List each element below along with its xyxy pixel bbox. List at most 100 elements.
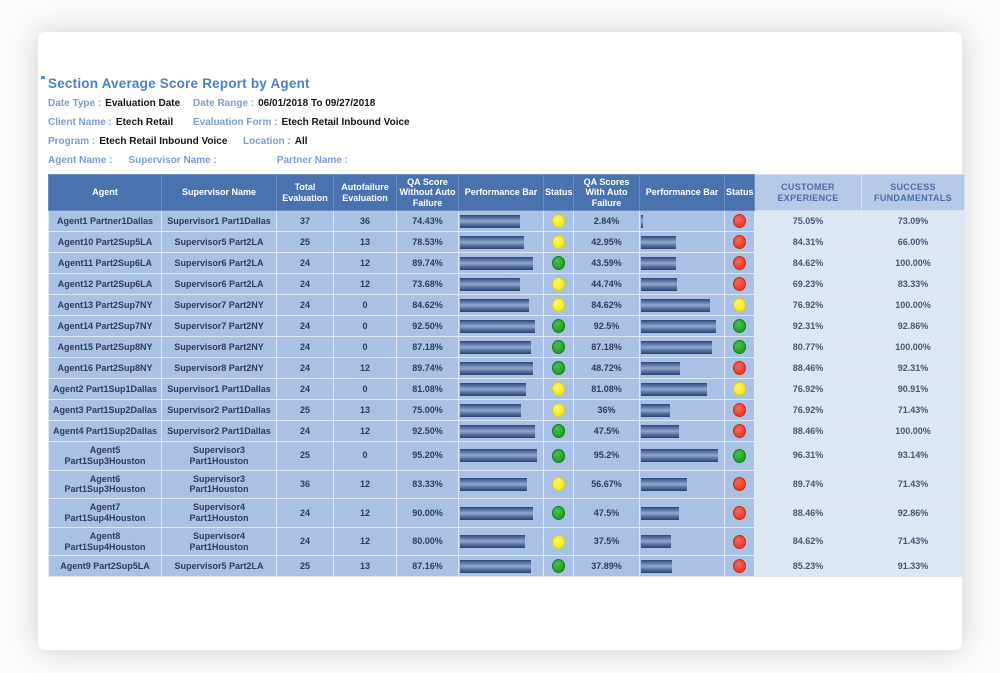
status-light-icon [733, 340, 746, 355]
total-evaluation-cell: 24 [276, 357, 334, 380]
performance-bar-without-cell [458, 498, 544, 528]
table-header-row: Agent Supervisor Name Total Evaluation Auto… [48, 173, 965, 212]
supervisor-cell: Supervisor7 Part2NY [161, 294, 277, 317]
status-with-cell [724, 399, 755, 422]
status-without-cell [543, 555, 574, 578]
qa-score-without-auto-failure-cell: 73.68% [396, 273, 459, 296]
total-evaluation-cell: 24 [276, 420, 334, 443]
performance-bar-without-cell [458, 420, 544, 443]
column-header: Supervisor Name [161, 173, 277, 212]
agent-cell: Agent14 Part2Sup7NY [48, 315, 162, 338]
qa-score-without-auto-failure-cell: 95.20% [396, 441, 459, 471]
column-header: Total Evaluation [276, 173, 334, 212]
autofailure-evaluation-cell: 13 [333, 399, 397, 422]
success-fundamentals-cell: 100.00% [861, 420, 965, 443]
client-name-label: Client Name : [48, 117, 112, 128]
customer-experience-cell: 88.46% [754, 420, 862, 443]
qa-score-without-auto-failure-cell: 87.16% [396, 555, 459, 578]
total-evaluation-cell: 24 [276, 315, 334, 338]
status-light-icon [552, 319, 565, 334]
qa-score-with-auto-failure-cell: 56.67% [573, 469, 640, 500]
customer-experience-cell: 84.31% [754, 231, 862, 254]
status-light-icon [552, 424, 565, 439]
status-light-icon [552, 235, 565, 250]
status-light-icon [733, 319, 746, 334]
performance-bar-without-cell [458, 294, 544, 317]
status-without-cell [543, 357, 574, 380]
performance-bar [460, 403, 521, 417]
performance-bar-with-cell [639, 294, 725, 317]
success-fundamentals-cell: 100.00% [861, 252, 965, 275]
performance-bar [460, 477, 528, 491]
agent-cell: Agent5 Part1Sup3Houston [48, 441, 162, 471]
qa-score-without-auto-failure-cell: 80.00% [396, 526, 459, 557]
agent-cell: Agent4 Part1Sup2Dallas [48, 420, 162, 443]
table-row: Agent5 Part1Sup3Houston Supervisor3 Part… [48, 441, 965, 471]
performance-bar-with-cell [639, 420, 725, 443]
report-card: Section Average Score Report by Agent Da… [38, 32, 965, 650]
filter-row-program: Program : Etech Retail Inbound Voice Loc… [48, 136, 962, 147]
supervisor-cell: Supervisor1 Part1Dallas [161, 210, 277, 233]
performance-bar-with-cell [639, 252, 725, 275]
total-evaluation-cell: 37 [276, 210, 334, 233]
autofailure-evaluation-cell: 12 [333, 526, 397, 557]
performance-bar-without-cell [458, 441, 544, 471]
supervisor-cell: Supervisor4 Part1Houston [161, 498, 277, 528]
status-with-cell [724, 357, 755, 380]
performance-bar [460, 559, 531, 573]
agent-cell: Agent12 Part2Sup6LA [48, 273, 162, 296]
status-light-icon [733, 277, 746, 292]
agent-cell: Agent8 Part1Sup4Houston [48, 526, 162, 557]
qa-score-without-auto-failure-cell: 89.74% [396, 252, 459, 275]
performance-bar [460, 535, 525, 549]
status-light-icon [552, 448, 565, 463]
table-row: Agent14 Part2Sup7NY Supervisor7 Part2NY … [48, 315, 965, 338]
qa-score-with-auto-failure-cell: 87.18% [573, 336, 640, 359]
agent-cell: Agent13 Part2Sup7NY [48, 294, 162, 317]
column-header: SUCCESS FUNDAMENTALS [861, 173, 965, 212]
status-light-icon [733, 235, 746, 250]
success-fundamentals-cell: 100.00% [861, 336, 965, 359]
performance-bar-with-cell [639, 378, 725, 401]
performance-bar-without-cell [458, 378, 544, 401]
supervisor-cell: Supervisor8 Part2NY [161, 336, 277, 359]
performance-bar-with-cell [639, 357, 725, 380]
status-light-icon [733, 298, 746, 313]
table-row: Agent12 Part2Sup6LA Supervisor6 Part2LA … [48, 273, 965, 296]
status-with-cell [724, 526, 755, 557]
performance-bar [641, 449, 719, 463]
qa-score-without-auto-failure-cell: 83.33% [396, 469, 459, 500]
customer-experience-cell: 84.62% [754, 252, 862, 275]
customer-experience-cell: 76.92% [754, 399, 862, 422]
location-label: Location : [243, 136, 291, 147]
status-without-cell [543, 498, 574, 528]
performance-bar [460, 424, 535, 438]
table-row: Agent16 Part2Sup8NY Supervisor8 Part2NY … [48, 357, 965, 380]
status-with-cell [724, 336, 755, 359]
date-range-value: 06/01/2018 To 09/27/2018 [258, 98, 376, 109]
page-title: Section Average Score Report by Agent [48, 76, 310, 91]
status-with-cell [724, 252, 755, 275]
autofailure-evaluation-cell: 36 [333, 210, 397, 233]
status-light-icon [733, 477, 746, 492]
customer-experience-cell: 96.31% [754, 441, 862, 471]
status-without-cell [543, 469, 574, 500]
column-header: CUSTOMER EXPERIENCE [754, 173, 862, 212]
agent-score-table: Agent Supervisor Name Total Evaluation Auto… [48, 173, 965, 578]
performance-bar [641, 256, 677, 270]
success-fundamentals-cell: 71.43% [861, 399, 965, 422]
table-row: Agent13 Part2Sup7NY Supervisor7 Part2NY … [48, 294, 965, 317]
performance-bar [641, 403, 671, 417]
success-fundamentals-cell: 90.91% [861, 378, 965, 401]
qa-score-with-auto-failure-cell: 2.84% [573, 210, 640, 233]
status-light-icon [552, 340, 565, 355]
program-label: Program : [48, 136, 96, 147]
status-without-cell [543, 336, 574, 359]
status-without-cell [543, 315, 574, 338]
evaluation-form-value: Etech Retail Inbound Voice [281, 117, 410, 128]
autofailure-evaluation-cell: 12 [333, 273, 397, 296]
qa-score-with-auto-failure-cell: 43.59% [573, 252, 640, 275]
column-header: Status [724, 173, 755, 212]
performance-bar-with-cell [639, 273, 725, 296]
table-body: Agent1 Partner1Dallas Supervisor1 Part1D… [48, 210, 965, 578]
